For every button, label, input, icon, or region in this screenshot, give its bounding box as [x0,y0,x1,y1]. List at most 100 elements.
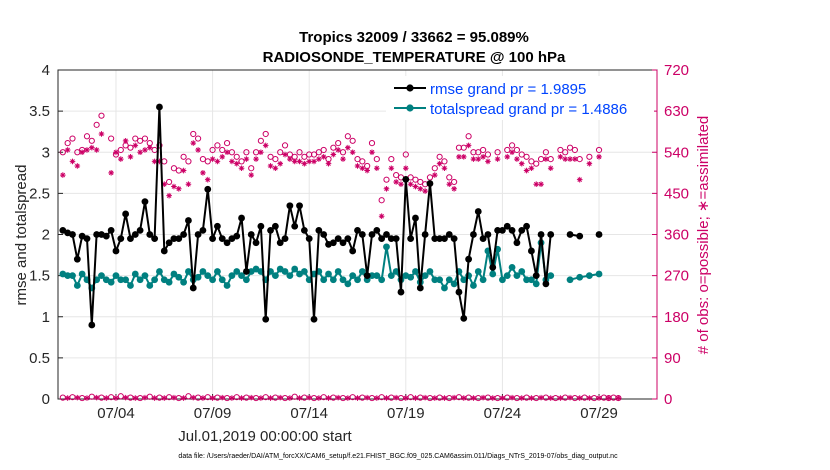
obs-assimilated-marker [543,156,549,162]
spread-point [508,264,516,271]
rmse-point [127,235,134,243]
rmse-point [441,235,448,243]
obs-possible-marker [301,153,308,160]
rmse-point [416,284,424,292]
obs-possible-marker [291,393,298,400]
spread-point [305,276,313,284]
rmse-point [88,321,96,329]
rmse-point [513,239,521,247]
obs-possible-marker [426,174,434,181]
obs-assimilated-marker [287,395,293,401]
spread-point [368,272,376,280]
series-totalspread [59,239,603,292]
spread-point [122,276,130,284]
obs-assimilated-marker [287,156,293,162]
x-axis: 07/04 07/09 07/14 07/19 07/24 07/29 [97,394,618,422]
obs-assimilated-marker [576,176,583,183]
obs-possible-marker [393,171,400,179]
rmse-point [334,235,342,243]
rmse-point [368,231,376,238]
obs-assimilated-marker [185,181,192,188]
obs-assimilated-marker [93,394,100,401]
spread-point [93,276,101,284]
obs-possible-marker [571,146,578,154]
rmse-point [460,314,468,322]
obs-possible-marker [586,153,593,160]
rmse-point [194,231,202,238]
obs-assimilated-marker [84,395,90,401]
obs-assimilated-marker [441,165,448,172]
obs-assimilated-marker [219,394,226,401]
obs-assimilated-marker [267,395,274,401]
obs-possible-marker [533,160,540,167]
spread-point [214,268,221,275]
spread-point [117,276,125,284]
y-right-tick-label: 180 [664,309,689,326]
spread-point [513,272,521,280]
obs-assimilated-marker [422,188,428,194]
legend-rmse-marker [406,84,414,92]
obs-assimilated-marker [209,156,216,162]
rmse-point [421,231,429,238]
obs-possible-marker [151,146,158,154]
obs-possible-marker [166,178,173,186]
obs-possible-marker [214,142,221,149]
obs-assimilated-marker [267,163,274,169]
obs-assimilated-marker [431,395,438,401]
obs-possible-marker [523,153,530,160]
spread-point [450,280,458,288]
obs-assimilated-marker [475,156,482,162]
obs-possible-marker [161,158,168,165]
obs-assimilated-marker [132,395,139,401]
obs-assimilated-marker [523,167,530,174]
spread-point [185,268,192,275]
obs-assimilated-marker [533,181,540,188]
obs-assimilated-marker [557,395,564,401]
x-tick-label: 07/09 [194,405,232,422]
y-right-tick-label: 90 [664,350,681,367]
y-right-tick-label: 630 [664,103,689,120]
obs-assimilated-marker [567,156,573,162]
obs-assimilated-marker [412,183,419,190]
obs-assimilated-marker [412,395,419,401]
rmse-point [252,239,260,247]
rmse-point [412,214,419,222]
obs-possible-marker [204,394,211,401]
spread-point [460,276,468,284]
obs-assimilated-marker [277,394,284,401]
obs-possible-marker [383,176,390,183]
obs-assimilated-marker [69,158,76,165]
obs-assimilated-marker [528,395,535,401]
obs-possible-marker [117,146,124,154]
spread-point [146,282,154,289]
obs-assimilated-marker [509,394,515,401]
obs-possible-marker [108,135,115,142]
obs-possible-marker [378,197,385,204]
obs-possible-marker [199,156,207,163]
obs-possible-marker [547,156,554,163]
obs-assimilated-marker [272,165,279,172]
y-tick-label: 3 [42,144,50,161]
obs-assimilated-marker [311,158,317,165]
obs-assimilated-marker [60,172,66,178]
rmse-point [402,175,410,183]
obs-possible-marker [431,165,438,172]
spread-point [329,276,337,284]
obs-possible-marker [494,394,501,402]
obs-assimilated-marker [214,158,221,165]
rmse-point [397,288,405,296]
obs-assimilated-marker [465,142,472,149]
obs-assimilated-marker [494,156,501,162]
x-tick-label: 07/19 [387,405,425,422]
obs-possible-marker [460,144,467,151]
spread-point [532,280,540,288]
obs-possible-marker [281,394,289,402]
y-right-tick-label: 270 [664,268,689,285]
spread-point [291,265,299,273]
obs-assimilated-marker [122,394,129,401]
obs-possible-marker [465,133,472,140]
obs-possible-marker [349,137,356,144]
obs-possible-marker [190,130,197,138]
obs-assimilated-marker [547,165,554,172]
spread-point [595,270,603,278]
